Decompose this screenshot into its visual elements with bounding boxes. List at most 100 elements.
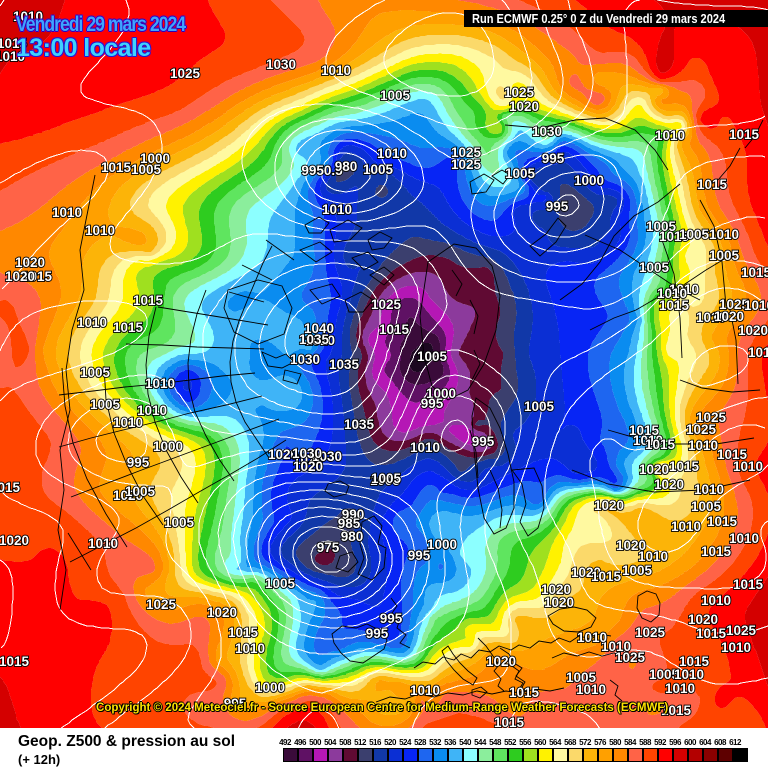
svg-text:1010: 1010 — [671, 519, 701, 534]
svg-text:1010: 1010 — [410, 683, 440, 698]
svg-text:1005: 1005 — [646, 219, 677, 234]
svg-text:1020: 1020 — [268, 447, 298, 462]
svg-text:1015: 1015 — [629, 423, 660, 438]
svg-text:1010: 1010 — [321, 63, 351, 78]
svg-text:1025: 1025 — [696, 410, 727, 425]
svg-text:1005: 1005 — [164, 515, 195, 530]
svg-text:1010: 1010 — [410, 440, 440, 455]
svg-text:9950.5: 9950.5 — [301, 163, 343, 178]
svg-text:1010: 1010 — [709, 227, 739, 242]
svg-text:1020: 1020 — [594, 498, 624, 513]
svg-text:1015: 1015 — [22, 269, 53, 284]
svg-text:1020: 1020 — [654, 477, 684, 492]
svg-text:1020: 1020 — [293, 452, 323, 467]
svg-text:1005: 1005 — [622, 563, 653, 578]
svg-text:1010: 1010 — [688, 438, 718, 453]
svg-text:1005: 1005 — [80, 365, 111, 380]
svg-text:985: 985 — [338, 516, 361, 531]
svg-text:1025: 1025 — [451, 145, 482, 160]
svg-text:1020: 1020 — [639, 462, 669, 477]
svg-text:1020: 1020 — [5, 269, 35, 284]
svg-text:1015: 1015 — [696, 626, 727, 641]
svg-text:1010: 1010 — [137, 403, 167, 418]
svg-text:1000: 1000 — [426, 386, 456, 401]
svg-text:1015: 1015 — [729, 127, 760, 142]
svg-text:1010: 1010 — [577, 630, 607, 645]
svg-text:1000: 1000 — [153, 439, 183, 454]
svg-text:995: 995 — [472, 434, 495, 449]
svg-text:1005: 1005 — [131, 162, 162, 177]
svg-text:1015: 1015 — [733, 577, 764, 592]
svg-text:1040: 1040 — [304, 321, 334, 336]
svg-text:1025: 1025 — [170, 66, 201, 81]
svg-text:1005: 1005 — [566, 670, 597, 685]
svg-text:995: 995 — [546, 199, 569, 214]
svg-text:1005: 1005 — [709, 248, 740, 263]
svg-text:1015: 1015 — [661, 703, 692, 718]
svg-text:1010: 1010 — [701, 593, 731, 608]
svg-text:1010: 1010 — [235, 641, 265, 656]
svg-text:1010: 1010 — [0, 49, 25, 64]
svg-text:1020: 1020 — [113, 488, 143, 503]
svg-text:1010: 1010 — [576, 682, 606, 697]
svg-text:1000: 1000 — [574, 173, 604, 188]
svg-text:1015: 1015 — [379, 322, 410, 337]
svg-text:1015: 1015 — [509, 685, 540, 700]
svg-text:1015: 1015 — [133, 293, 164, 308]
svg-text:1015: 1015 — [659, 298, 690, 313]
svg-text:1010: 1010 — [305, 333, 335, 348]
svg-text:1010: 1010 — [657, 286, 687, 301]
svg-text:980: 980 — [341, 529, 364, 544]
svg-text:1035: 1035 — [299, 332, 330, 347]
svg-text:1010: 1010 — [696, 310, 726, 325]
svg-text:1010: 1010 — [674, 667, 704, 682]
svg-text:1030: 1030 — [292, 446, 322, 461]
svg-text:1025: 1025 — [504, 85, 535, 100]
svg-text:1010: 1010 — [77, 315, 107, 330]
svg-text:1015: 1015 — [707, 514, 738, 529]
svg-text:995: 995 — [224, 696, 247, 711]
svg-text:1020: 1020 — [738, 323, 768, 338]
svg-text:1005: 1005 — [125, 484, 156, 499]
svg-text:1005: 1005 — [380, 88, 411, 103]
svg-text:1010: 1010 — [665, 681, 695, 696]
svg-text:1005: 1005 — [505, 166, 536, 181]
svg-text:1025: 1025 — [615, 650, 646, 665]
svg-text:1015: 1015 — [669, 459, 700, 474]
svg-text:1010: 1010 — [145, 376, 175, 391]
svg-text:995: 995 — [380, 611, 403, 626]
svg-text:1000: 1000 — [140, 151, 170, 166]
svg-text:1005: 1005 — [90, 397, 121, 412]
svg-text:1015: 1015 — [701, 544, 732, 559]
svg-text:995: 995 — [408, 548, 431, 563]
svg-text:1005: 1005 — [417, 349, 448, 364]
svg-text:1010: 1010 — [85, 223, 115, 238]
svg-text:1025: 1025 — [146, 597, 177, 612]
svg-text:1020: 1020 — [15, 255, 45, 270]
svg-text:1025: 1025 — [719, 297, 750, 312]
svg-text:1010: 1010 — [744, 298, 768, 313]
svg-text:1005: 1005 — [265, 576, 296, 591]
svg-text:1025: 1025 — [635, 625, 666, 640]
svg-text:1005: 1005 — [363, 162, 394, 177]
svg-text:1020: 1020 — [544, 595, 574, 610]
svg-text:995: 995 — [421, 396, 444, 411]
svg-text:1025: 1025 — [451, 157, 482, 172]
svg-text:1025: 1025 — [686, 422, 717, 437]
svg-text:1020: 1020 — [509, 99, 539, 114]
svg-text:1020: 1020 — [207, 605, 237, 620]
svg-text:1010: 1010 — [601, 639, 631, 654]
svg-text:1005: 1005 — [649, 667, 680, 682]
svg-text:1015: 1015 — [113, 320, 144, 335]
svg-text:995: 995 — [366, 626, 389, 641]
svg-text:1010: 1010 — [377, 146, 407, 161]
svg-text:1015: 1015 — [591, 569, 622, 584]
svg-text:995: 995 — [542, 151, 565, 166]
svg-text:990: 990 — [342, 507, 365, 522]
svg-text:1005: 1005 — [691, 499, 722, 514]
svg-text:1010: 1010 — [13, 9, 43, 24]
svg-text:1015: 1015 — [0, 36, 28, 51]
svg-text:980: 980 — [335, 159, 358, 174]
svg-text:1030: 1030 — [266, 57, 296, 72]
svg-text:1020: 1020 — [571, 565, 601, 580]
